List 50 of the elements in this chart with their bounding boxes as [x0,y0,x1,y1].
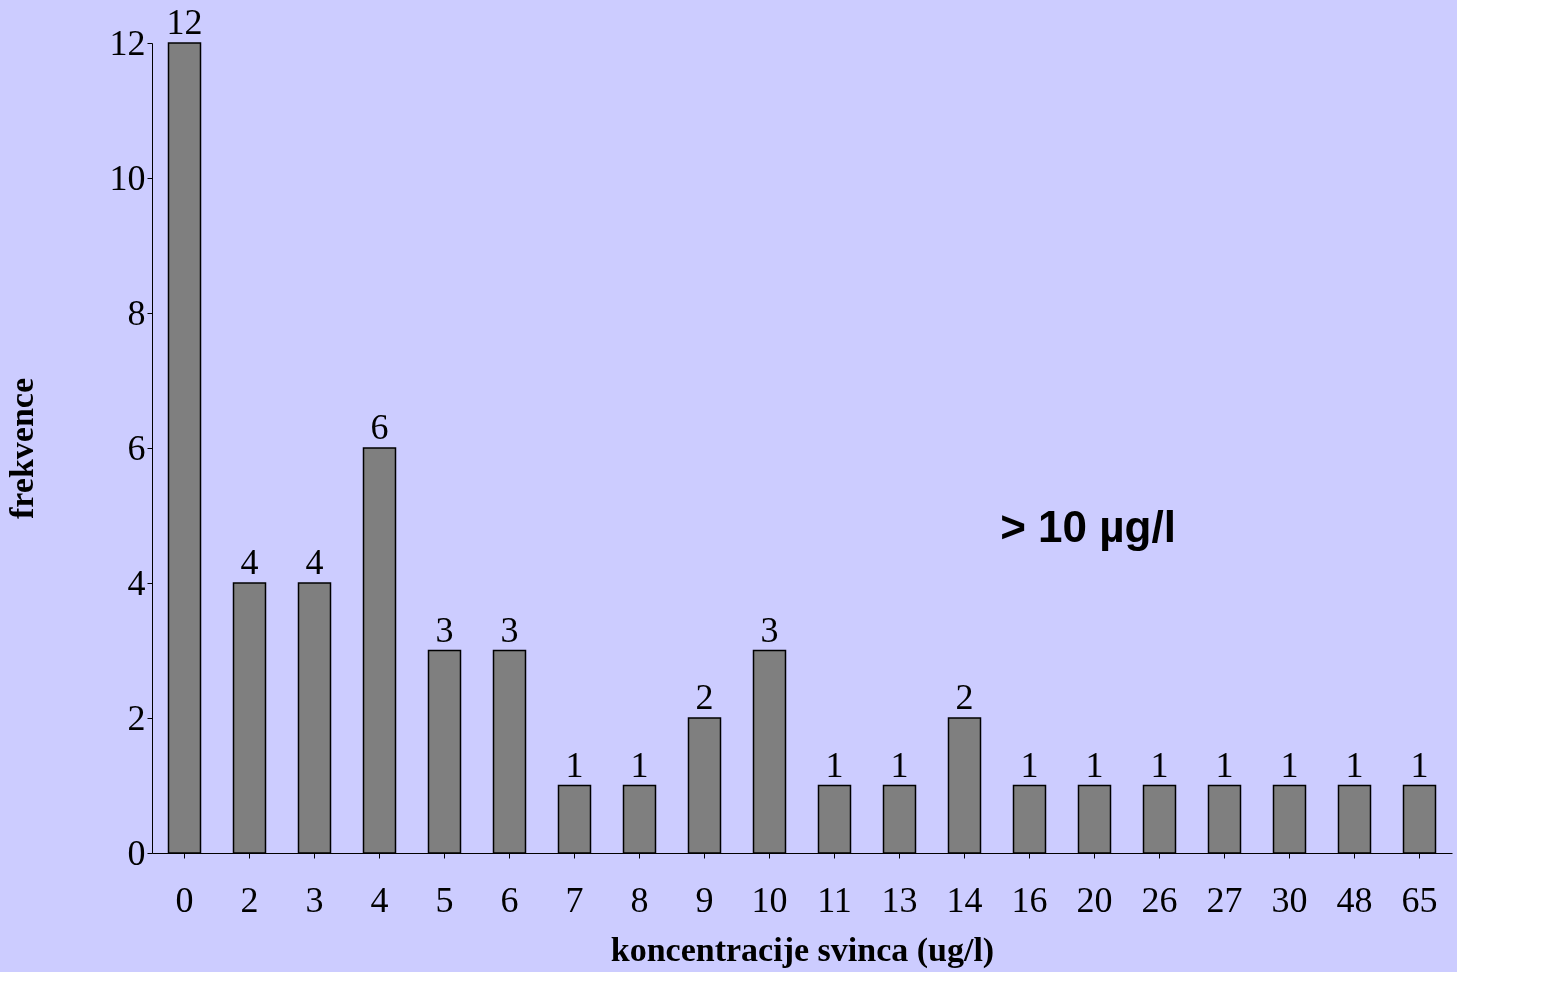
data-label: 3 [760,609,779,650]
x-tick-label: 3 [305,879,324,920]
x-tick-label: 30 [1271,879,1308,920]
x-tick-label: 11 [817,879,852,920]
data-label: 3 [435,609,454,650]
data-label: 1 [1085,744,1104,785]
data-label: 12 [166,2,203,42]
x-tick-label: 16 [1011,879,1048,920]
x-tick-label: 9 [695,879,714,920]
x-tick-label: 0 [175,879,194,920]
x-tick-label: 8 [630,879,649,920]
y-tick-label: 12 [109,22,146,63]
data-label: 2 [955,677,974,717]
data-label: 4 [305,542,324,582]
annotation: > 10 µg/l [1000,502,1176,551]
x-tick-label: 2 [240,879,259,920]
x-tick-label: 48 [1336,879,1373,920]
data-label: 2 [695,677,714,717]
data-label: 1 [1345,744,1364,785]
x-tick-label: 65 [1401,879,1438,920]
x-tick-label: 10 [751,879,788,920]
x-tick-label: 5 [435,879,454,920]
data-label: 1 [890,744,909,785]
x-tick-label: 4 [370,879,389,920]
x-tick-label: 7 [565,879,584,920]
x-tick-label: 14 [946,879,983,920]
x-tick-label: 13 [881,879,918,920]
data-label: 1 [1020,744,1039,785]
data-label: 1 [1280,744,1299,785]
y-tick-label: 10 [109,157,146,198]
y-tick-label: 0 [127,832,146,873]
data-label: 3 [500,609,519,650]
data-label: 1 [825,744,844,785]
x-tick-label: 27 [1206,879,1243,920]
y-tick-label: 4 [127,562,146,603]
data-label: 1 [565,744,584,785]
data-label: 1 [1215,744,1234,785]
x-tick-label: 26 [1141,879,1178,920]
x-axis-title: koncentracije svinca (ug/l) [610,930,995,969]
x-tick-label: 20 [1076,879,1113,920]
y-tick-label: 2 [127,697,146,738]
data-label: 1 [1410,744,1429,785]
x-tick-label: 6 [500,879,519,920]
y-axis-title: frekvence [2,378,40,519]
data-label: 1 [1150,744,1169,785]
y-tick-label: 6 [127,427,146,468]
data-label: 6 [370,407,389,447]
data-label: 4 [240,542,259,582]
data-label: 1 [630,744,649,785]
y-tick-label: 8 [127,292,146,333]
